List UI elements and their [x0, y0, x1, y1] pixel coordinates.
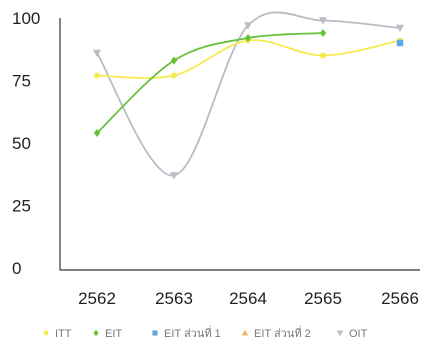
- legend-label: EIT ส่วนที่ 2: [254, 325, 311, 340]
- data-point: [170, 56, 178, 65]
- legend-marker: [241, 329, 249, 336]
- legend-marker: [43, 330, 49, 336]
- legend-label: OIT: [349, 328, 368, 340]
- x-tick-label: 2563: [155, 289, 193, 308]
- y-tick-label: 50: [12, 134, 31, 153]
- y-tick-label: 0: [12, 259, 21, 278]
- x-tick-label: 2566: [381, 289, 419, 308]
- legend-marker: [152, 330, 158, 336]
- data-point: [94, 72, 100, 79]
- y-tick-label: 75: [12, 72, 31, 91]
- data-point: [93, 129, 101, 137]
- legend-marker: [93, 329, 99, 337]
- data-point: [244, 22, 252, 30]
- data-point: [93, 49, 101, 57]
- x-tick-label: 2564: [229, 289, 267, 308]
- data-point: [396, 24, 404, 32]
- series-line-1: [96, 32, 324, 134]
- legend-label: EIT: [105, 328, 122, 340]
- y-tick-label: 100: [12, 9, 40, 28]
- data-point: [244, 34, 252, 42]
- series-line-4: [96, 11, 401, 177]
- legend-marker: [336, 330, 344, 337]
- data-point: [319, 17, 327, 25]
- data-point: [170, 172, 178, 180]
- x-tick-label: 2562: [78, 289, 116, 308]
- legend-label: ITT: [55, 328, 72, 340]
- x-tick-label: 2565: [304, 289, 342, 308]
- data-point: [320, 52, 326, 59]
- legend-label: EIT ส่วนที่ 1: [164, 325, 221, 340]
- data-point: [396, 39, 404, 47]
- data-point: [319, 29, 327, 37]
- series-line-0: [96, 39, 401, 79]
- y-tick-label: 25: [12, 197, 31, 216]
- data-point: [171, 72, 177, 79]
